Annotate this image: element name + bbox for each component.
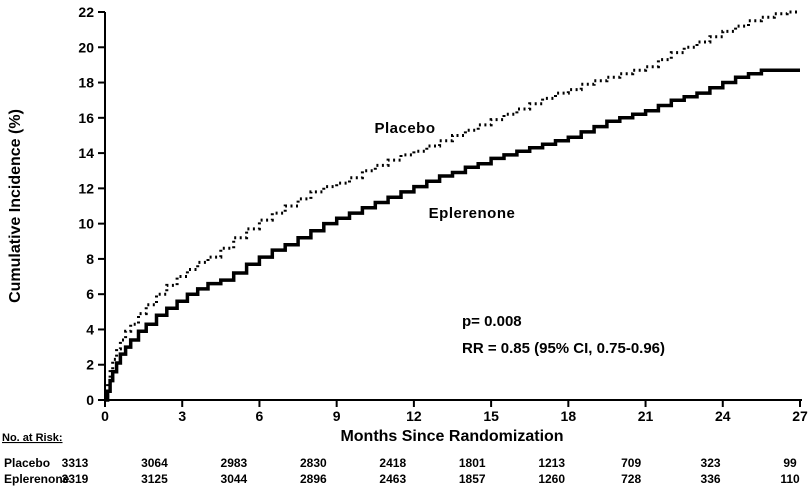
y-axis-title: Cumulative Incidence (%) — [7, 109, 24, 303]
y-tick-label: 16 — [78, 110, 94, 126]
y-tick-label: 4 — [86, 321, 94, 337]
y-tick-label: 22 — [78, 4, 94, 20]
risk-table-values: 3313 3064 2983 2830 2418 1801 1213 709 323 99 3319… — [62, 456, 800, 486]
x-tick-label: 0 — [101, 408, 109, 424]
risk-value: 2830 — [300, 456, 327, 470]
risk-value: 3319 — [62, 472, 89, 486]
x-tick-label: 21 — [638, 408, 654, 424]
y-tick-label: 0 — [86, 392, 94, 408]
x-tick-label: 24 — [715, 408, 731, 424]
risk-value: 1213 — [538, 456, 565, 470]
p-value-annotation: p= 0.008 — [462, 313, 522, 330]
risk-value: 1260 — [538, 472, 565, 486]
x-tick-label: 6 — [256, 408, 264, 424]
x-tick-label: 9 — [333, 408, 341, 424]
y-tick-label: 20 — [78, 39, 94, 55]
risk-value: 3313 — [62, 456, 89, 470]
risk-value: 3064 — [141, 456, 168, 470]
y-tick-label: 18 — [78, 75, 94, 91]
risk-value: 728 — [621, 472, 641, 486]
risk-value: 2896 — [300, 472, 327, 486]
risk-value: 323 — [701, 456, 721, 470]
risk-value: 2418 — [379, 456, 406, 470]
y-tick-label: 2 — [86, 357, 94, 373]
risk-value: 2983 — [221, 456, 248, 470]
x-tick-label: 12 — [406, 408, 422, 424]
x-tick-label: 18 — [561, 408, 577, 424]
risk-table-title: No. at Risk: — [2, 432, 63, 444]
y-tick-label: 12 — [78, 180, 94, 196]
y-tick-label: 8 — [86, 251, 94, 267]
x-tick-label: 3 — [178, 408, 186, 424]
placebo-curve-label: Placebo — [374, 120, 435, 137]
x-tick-label: 15 — [483, 408, 499, 424]
y-axis-ticks: 0 2 4 6 8 10 12 14 16 18 20 22 — [78, 4, 105, 408]
risk-value: 336 — [701, 472, 721, 486]
eplerenone-curve-label: Eplerenone — [429, 205, 516, 222]
risk-value: 99 — [783, 456, 797, 470]
risk-value: 2463 — [379, 472, 406, 486]
risk-row-label-placebo: Placebo — [4, 456, 50, 470]
x-axis-ticks: 0 3 6 9 12 15 18 21 24 27 — [101, 400, 808, 424]
y-tick-label: 10 — [78, 216, 94, 232]
risk-row-label-eplerenone: Eplerenone — [4, 472, 70, 486]
x-tick-label: 27 — [792, 408, 808, 424]
risk-value: 3044 — [221, 472, 248, 486]
y-tick-label: 14 — [78, 145, 94, 161]
risk-value: 1801 — [459, 456, 486, 470]
risk-value: 1857 — [459, 472, 486, 486]
x-axis-title: Months Since Randomization — [340, 428, 563, 445]
risk-value: 709 — [621, 456, 641, 470]
y-tick-label: 6 — [86, 286, 94, 302]
relative-risk-annotation: RR = 0.85 (95% CI, 0.75-0.96) — [462, 340, 665, 357]
risk-value: 3125 — [141, 472, 168, 486]
risk-value: 110 — [780, 472, 800, 486]
eplerenone-curve — [105, 68, 800, 402]
